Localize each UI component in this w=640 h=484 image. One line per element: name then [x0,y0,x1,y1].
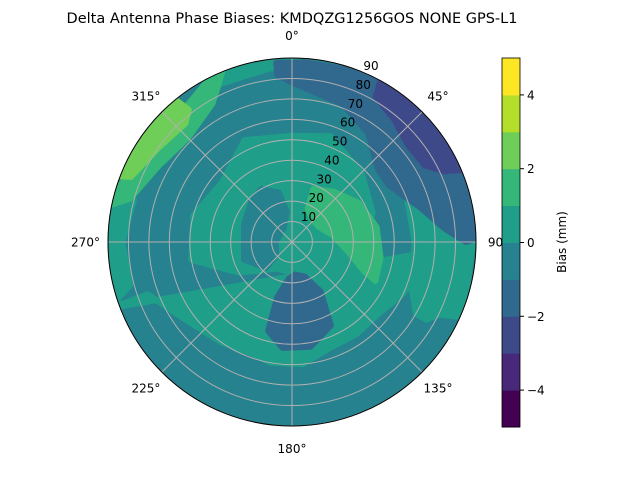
r-tick-label: 60 [340,116,355,130]
colorbar-tick-label: −4 [527,384,545,398]
theta-tick-label: 135° [424,382,453,396]
colorbar-segment [502,242,520,280]
contour-region-7 [265,271,334,351]
colorbar-label: Bias (mm) [555,211,569,273]
r-tick-label: 10 [301,210,316,224]
r-tick-label: 40 [324,153,339,167]
colorbar: 4 2 0 −2 −4 [501,57,545,428]
colorbar-segment [502,168,520,207]
theta-tick-label: 315° [132,89,161,103]
r-tick-labels: 10 20 30 40 50 60 70 80 90 [301,59,379,224]
theta-tick-label: 45° [427,89,448,103]
r-tick-label: 80 [356,78,371,92]
r-tick-label: 70 [348,97,363,111]
colorbar-segment [502,316,520,354]
theta-tick-label: 180° [278,442,307,456]
theta-tick-labels: 0°45°90°135°180°225°270°315° [71,29,509,456]
theta-tick-label: 270° [71,236,100,250]
r-tick-label: 50 [332,135,347,149]
grid-spoke [161,111,423,373]
r-tick-label: 30 [316,172,331,186]
contour-fill-layer [108,58,476,426]
colorbar-segment [502,353,520,391]
r-tick-label: 90 [363,59,378,73]
colorbar-segment [502,390,520,428]
contour-region-10 [304,185,384,284]
r-tick-label: 20 [309,191,324,205]
theta-tick-label: 225° [132,382,161,396]
colorbar-segment [502,58,520,96]
polar-grid [107,57,477,427]
colorbar-tick-label: 4 [527,88,535,102]
colorbar-segment [502,94,520,133]
theta-tick-label: 0° [285,29,299,43]
colorbar-segment [502,279,520,317]
colorbar-segment [502,131,520,170]
colorbar-tick-label: −2 [527,310,545,324]
colorbar-tick-label: 0 [527,236,535,250]
colorbar-tick-label: 2 [527,162,535,176]
polar-frame [107,57,477,427]
colorbar-segment [502,205,520,243]
chart-title: Delta Antenna Phase Biases: KMDQZG1256GO… [67,11,518,27]
